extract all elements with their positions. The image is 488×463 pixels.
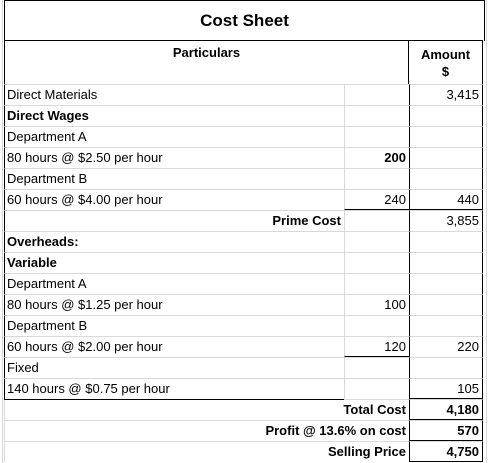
currency-label: $ <box>441 64 450 79</box>
row-subamount <box>344 168 409 189</box>
row-amount <box>409 315 483 336</box>
row-oh-dept-a-rate: 80 hours @ $1.25 per hour 100 <box>4 294 483 315</box>
row-amount <box>409 294 483 315</box>
amount-header-label: Amount <box>420 47 471 62</box>
row-amount <box>409 231 483 252</box>
row-oh-dept-b: Department B <box>4 315 483 336</box>
row-amount: 220 <box>409 336 483 357</box>
row-overheads: Overheads: <box>4 231 483 252</box>
row-subamount <box>344 357 409 378</box>
row-label: Profit @ 13.6% on cost <box>4 420 409 441</box>
row-direct-wages: Direct Wages <box>4 105 483 126</box>
row-amount: 3,415 <box>409 84 483 105</box>
sheet-title: Cost Sheet <box>4 0 485 41</box>
row-subamount <box>344 84 409 105</box>
row-fixed: Fixed <box>4 357 483 378</box>
row-label: Direct Wages <box>4 105 344 126</box>
row-prime-cost: Prime Cost 3,855 <box>4 210 483 231</box>
row-selling-price: Selling Price 4,750 <box>4 441 483 462</box>
row-subamount <box>344 252 409 273</box>
row-subamount: 200 <box>344 147 409 168</box>
row-amount: 440 <box>409 189 483 210</box>
row-direct-materials: Direct Materials 3,415 <box>4 84 483 105</box>
row-label: Variable <box>4 252 344 273</box>
row-amount: 570 <box>409 420 483 441</box>
row-subamount <box>344 126 409 147</box>
row-subamount <box>344 105 409 126</box>
row-label: Fixed <box>4 357 344 378</box>
row-label: Overheads: <box>4 231 344 252</box>
row-label: Department B <box>4 315 344 336</box>
row-amount <box>409 105 483 126</box>
row-profit: Profit @ 13.6% on cost 570 <box>4 420 483 441</box>
row-label: Prime Cost <box>4 210 344 231</box>
row-amount: 105 <box>409 378 483 399</box>
gridline <box>486 0 487 463</box>
row-amount: 4,180 <box>409 399 483 420</box>
row-amount: 4,750 <box>409 441 483 462</box>
table-bottom-border <box>4 399 344 400</box>
row-subamount <box>344 231 409 252</box>
row-amount <box>409 126 483 147</box>
row-fixed-rate: 140 hours @ $0.75 per hour 105 <box>4 378 483 399</box>
row-subamount: 240 <box>344 189 409 210</box>
row-label: 60 hours @ $4.00 per hour <box>4 189 344 210</box>
row-label: Selling Price <box>4 441 409 462</box>
row-label: Department A <box>4 126 344 147</box>
row-amount <box>409 168 483 189</box>
row-oh-dept-a: Department A <box>4 273 483 294</box>
amount-header: Amount $ <box>408 40 483 85</box>
row-dept-a-wages: 80 hours @ $2.50 per hour 200 <box>4 147 483 168</box>
row-subamount <box>344 315 409 336</box>
row-amount <box>409 273 483 294</box>
row-label: Direct Materials <box>4 84 344 105</box>
particulars-header: Particulars <box>4 40 409 85</box>
row-label: Total Cost <box>4 399 409 420</box>
row-label: 140 hours @ $0.75 per hour <box>4 378 344 399</box>
gridline <box>2 0 3 463</box>
row-label: 80 hours @ $2.50 per hour <box>4 147 344 168</box>
row-amount <box>409 357 483 378</box>
row-amount <box>409 147 483 168</box>
row-dept-a: Department A <box>4 126 483 147</box>
row-amount: 3,855 <box>409 210 483 231</box>
row-subamount: 100 <box>344 294 409 315</box>
row-subamount: 120 <box>344 336 409 357</box>
row-label: 60 hours @ $2.00 per hour <box>4 336 344 357</box>
row-oh-dept-b-rate: 60 hours @ $2.00 per hour 120 220 <box>4 336 483 357</box>
row-subamount <box>344 210 409 231</box>
row-total-cost: Total Cost 4,180 <box>4 399 483 420</box>
row-label: Department A <box>4 273 344 294</box>
particulars-header-label: Particulars <box>172 45 241 60</box>
row-amount <box>409 252 483 273</box>
row-subamount <box>344 378 409 399</box>
row-variable: Variable <box>4 252 483 273</box>
row-subamount <box>344 273 409 294</box>
row-dept-b: Department B <box>4 168 483 189</box>
row-dept-b-wages: 60 hours @ $4.00 per hour 240 440 <box>4 189 483 210</box>
row-label: 80 hours @ $1.25 per hour <box>4 294 344 315</box>
row-label: Department B <box>4 168 344 189</box>
